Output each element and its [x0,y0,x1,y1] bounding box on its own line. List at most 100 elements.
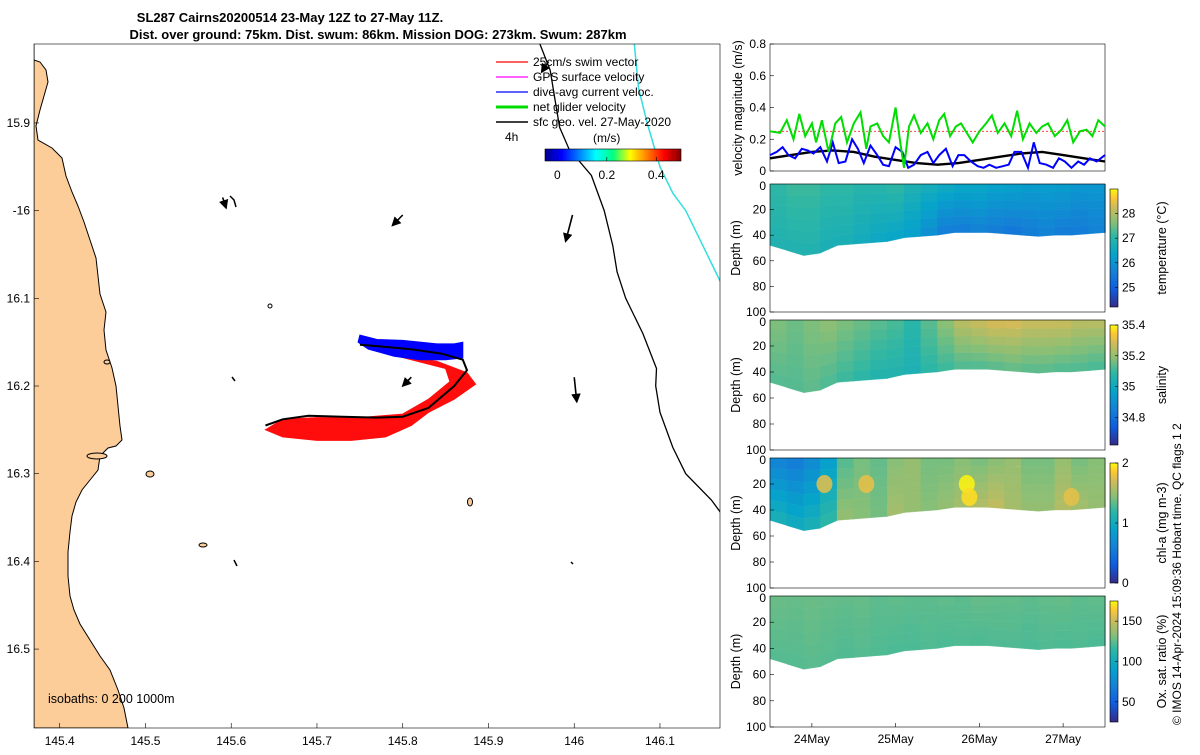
surface-current-arrows [219,61,581,404]
salinity-cell [1037,345,1056,356]
time-tick-label: 26May [961,732,997,746]
chla-cell [803,504,821,519]
chla-cell [1088,482,1106,492]
temperature-cell [870,193,888,204]
oxygen-cell [987,604,1006,614]
salinity-cell [769,319,788,332]
oxygen-cell [920,613,939,624]
chla-cell [1004,500,1022,511]
temperature-cell [1054,192,1073,202]
salinity-cell [1071,362,1089,373]
temperature-cell [987,208,1006,218]
lat-tick-label: 16.3 [7,467,31,481]
chla-cell [870,467,888,479]
temperature-cell [1088,224,1106,235]
chla-cell [870,487,888,499]
chla-cell [803,516,821,531]
chla-cell [1021,466,1039,476]
oxygen-cell [1054,639,1073,649]
lon-tick-label: 145.4 [45,734,75,748]
chla-cell [853,457,872,469]
oxygen-cell [803,631,821,646]
chla-cell [987,490,1006,501]
chla-cell [853,497,872,510]
salinity-cell [853,329,872,341]
depth-tick-label: 40 [753,365,767,379]
temperature-cell [1004,217,1022,227]
oxygen-cell [1037,595,1056,606]
temperature-cell [1071,183,1089,193]
depth-tick-label: 60 [753,529,767,543]
oxygen-cell [1071,604,1089,614]
lat-tick-label: 16.5 [7,642,31,656]
island [145,470,155,478]
colorbar-tick-label: 35 [1122,380,1136,394]
salinity-cell [1021,354,1039,365]
chla-cell [970,457,989,467]
chla-cell [970,466,989,475]
oxygen-cell [1037,622,1056,632]
temperature-cell [803,206,821,221]
salinity-cell [1037,337,1056,347]
temperature-cell [1054,209,1073,219]
oxygen-cell [1088,629,1106,639]
salinity-cell [1037,354,1056,365]
chla-cell [1037,492,1056,503]
oxygen-cell [1054,613,1073,623]
chla-cell [1071,457,1089,467]
salinity-cell [853,319,872,331]
salinity-cell [920,363,939,374]
salinity-cell [987,336,1006,346]
oxygen-cell [1054,630,1073,640]
oxygen-cell [1004,638,1022,649]
chla-cell [786,457,805,471]
oxygen-cell [803,619,821,633]
depth-tick-label: 100 [746,720,766,734]
oxygen-cell [903,631,922,643]
colorbar-tick-label: 27 [1122,231,1136,245]
salinity-colorbar-label: salinity [1155,365,1169,404]
chla-cell [937,474,955,485]
oxygen-cell [954,637,972,646]
salinity-cell [853,339,872,351]
depth-tick-label: 80 [753,694,767,708]
colorbar-tick-label: 35.2 [1122,349,1146,363]
temperature-cell [903,218,922,229]
chla-panel: 20 40 60 80 100 0 Depth (m) 0 1 2 chl-a (mg m-3) [729,453,1169,595]
salinity-cell [836,319,855,331]
salinity-cell [803,354,821,369]
chla-cell [920,475,939,485]
temperature-cell [870,222,888,234]
colorbar-unit-label: (m/s) [593,131,620,145]
coastline-land [34,44,129,728]
salinity-cell [987,319,1006,329]
temperature-frame [769,183,1106,313]
salinity-cell [836,370,855,383]
chla-cell [870,506,888,518]
oxygen-cell [1021,613,1039,624]
oxygen-cell [1071,595,1089,605]
chla-cell [920,483,939,494]
depth-tick-label: 40 [753,503,767,517]
temperature-cell [1071,217,1089,227]
chla-cell [803,457,821,471]
chla-cell [903,457,922,468]
oxygen-cell [853,605,872,617]
temperature-cell [870,231,888,244]
chla-frame [769,457,1106,589]
temperature-cell [903,201,922,212]
oxygen-cell [1071,638,1089,649]
salinity-cell [1004,362,1022,373]
salinity-cell [903,346,922,357]
oxygen-cell [887,605,905,616]
salinity-cell [1021,363,1039,374]
salinity-cell [937,336,955,347]
figure-title-line2: Dist. over ground: 75km. Dist. swum: 86k… [129,27,626,42]
chla-cell [1037,475,1056,485]
salinity-cell [870,349,888,361]
temperature-cell [920,200,939,211]
salinity-cell [1037,319,1056,330]
velocity-ylabel: velocity magnitude (m/s) [731,40,745,175]
map-legend: 25cm/s swim vector GPS surface velocity … [496,55,682,182]
chla-cell [1021,492,1039,503]
